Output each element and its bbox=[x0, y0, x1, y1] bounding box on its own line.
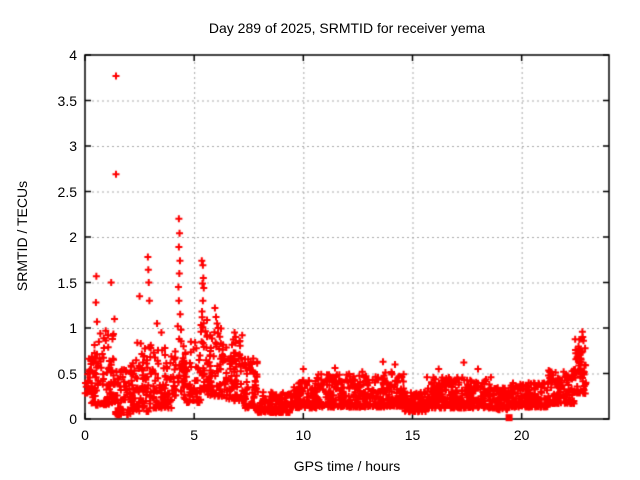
y-tick-label: 4 bbox=[69, 47, 77, 63]
y-tick-label: 0.5 bbox=[57, 365, 77, 382]
chart-title: Day 289 of 2025, SRMTID for receiver yem… bbox=[208, 20, 486, 36]
y-tick-label: 3.5 bbox=[57, 92, 77, 109]
y-tick-label: 2.5 bbox=[57, 183, 77, 200]
x-tick-label: 10 bbox=[295, 427, 312, 443]
x-tick-label: 0 bbox=[81, 427, 89, 443]
y-tick-label: 1.5 bbox=[57, 274, 77, 291]
x-tick-label: 5 bbox=[190, 427, 199, 443]
y-tick-label: 3 bbox=[69, 138, 77, 154]
x-axis-label: GPS time / hours bbox=[293, 458, 401, 474]
x-tick-label: 20 bbox=[513, 427, 530, 443]
y-tick-label: 2 bbox=[69, 229, 77, 245]
y-tick-label: 0 bbox=[69, 411, 77, 427]
y-tick-label: 1 bbox=[69, 320, 77, 336]
x-tick-label: 15 bbox=[404, 427, 421, 443]
